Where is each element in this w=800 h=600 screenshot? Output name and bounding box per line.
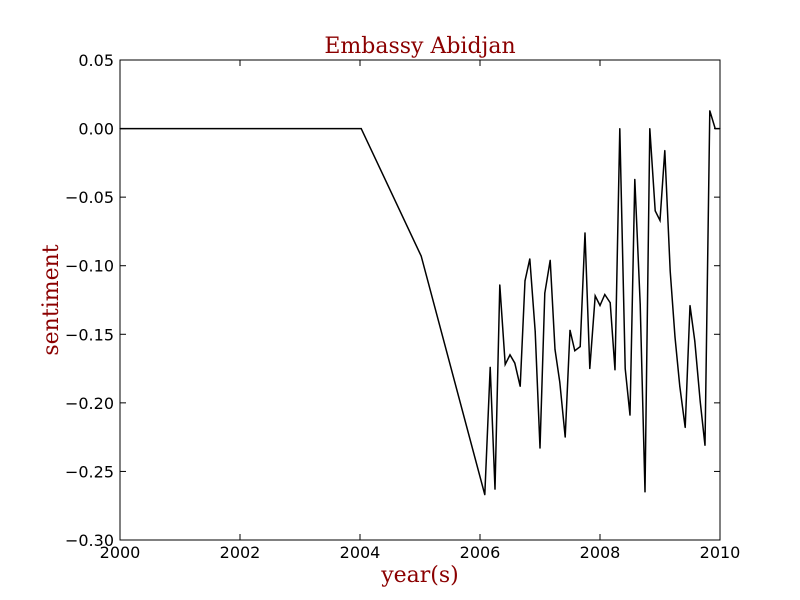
data-point (484, 494, 486, 496)
data-point (504, 363, 506, 366)
data-point (709, 110, 711, 112)
data-point (634, 178, 636, 180)
data-point (669, 270, 671, 272)
data-point (644, 491, 646, 493)
data-point (494, 488, 496, 490)
data-point (579, 346, 581, 348)
data-point (524, 280, 526, 282)
data-point (639, 303, 641, 305)
data-point (699, 400, 701, 403)
data-point (659, 219, 661, 222)
data-point (564, 436, 566, 438)
data-point (544, 292, 546, 294)
data-point (629, 414, 631, 416)
data-point (509, 354, 511, 356)
x-tick-label: 2008 (580, 543, 621, 562)
data-point (684, 426, 686, 429)
data-point (514, 362, 516, 364)
data-point (679, 385, 681, 387)
x-tick-label: 2004 (340, 543, 381, 562)
data-point (674, 336, 676, 338)
data-point (584, 232, 586, 234)
y-tick-label: −0.20 (65, 394, 114, 413)
y-tick-label: −0.15 (65, 325, 114, 344)
y-axis-ticks: 0.05 0.00 −0.05 −0.10 −0.15 −0.20 −0.25 −0.30 (65, 51, 720, 550)
data-point (689, 304, 691, 307)
data-point (559, 381, 561, 383)
plot-area (120, 60, 720, 540)
data-point (534, 330, 536, 333)
data-point (489, 366, 491, 368)
data-point (360, 127, 362, 130)
data-point (599, 304, 601, 307)
y-tick-label: −0.25 (65, 462, 114, 481)
data-point (554, 348, 556, 350)
data-point (609, 302, 611, 304)
x-tick-label: 2002 (220, 543, 261, 562)
y-tick-label: −0.10 (65, 257, 114, 276)
data-point (649, 127, 651, 130)
x-tick-label: 2006 (460, 543, 501, 562)
data-point (664, 149, 666, 152)
data-point (420, 255, 422, 257)
plot-frame (119, 59, 721, 541)
data-point (549, 259, 551, 261)
data-point (529, 258, 531, 260)
data-points (119, 110, 721, 496)
data-point (539, 447, 541, 449)
data-point (619, 127, 621, 130)
data-point (589, 367, 591, 370)
data-point (594, 295, 596, 297)
data-point (499, 284, 501, 286)
chart-title: Embassy Abidjan (324, 34, 515, 59)
data-point (574, 350, 576, 352)
data-point (694, 340, 696, 342)
y-tick-label: 0.05 (78, 51, 114, 70)
y-tick-label: −0.05 (65, 188, 114, 207)
data-point (604, 293, 606, 296)
x-tick-label: 2010 (700, 543, 741, 562)
x-axis-ticks: 2000 2002 2004 2006 2008 2010 (100, 60, 741, 562)
y-tick-label: −0.30 (65, 531, 114, 550)
x-tick-label: 2000 (100, 543, 141, 562)
data-point (569, 329, 571, 331)
data-point (714, 127, 716, 130)
y-axis-label: sentiment (39, 244, 64, 355)
data-point (519, 385, 521, 387)
data-point (624, 367, 626, 370)
data-point (654, 210, 656, 212)
data-point (704, 444, 706, 446)
data-point (614, 369, 616, 371)
x-axis-label: year(s) (380, 563, 459, 588)
y-tick-label: 0.00 (78, 120, 114, 139)
